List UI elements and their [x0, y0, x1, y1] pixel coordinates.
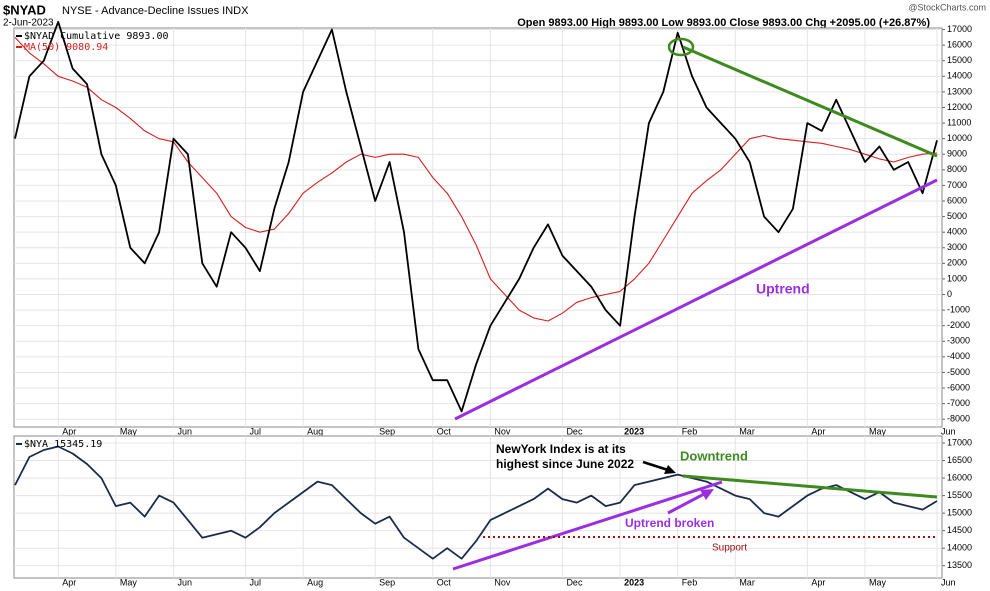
y-tick-label: 10000: [947, 133, 972, 143]
source: @StockCharts.com: [908, 2, 986, 12]
y-tick-label: 12000: [947, 102, 972, 112]
y-tick-label: -8000: [947, 414, 970, 424]
y-tick-label: -7000: [947, 398, 970, 408]
y-tick-label: 15000: [947, 508, 972, 518]
y-tick-label: 6000: [947, 195, 967, 205]
legend-label: $NYA 15345.19: [24, 439, 102, 450]
x-tick-label: Oct: [437, 577, 452, 587]
y-tick-label: 2000: [947, 258, 967, 268]
x-tick-label: Feb: [682, 577, 698, 587]
x-tick-label: May: [869, 426, 887, 436]
x-tick-label: Mar: [739, 577, 755, 587]
y-tick-label: 3000: [947, 242, 967, 252]
plot-area: [13, 435, 943, 579]
downtrend-line-lower: [682, 474, 938, 499]
y-tick-label: 15500: [947, 490, 972, 500]
x-tick-label: Nov: [494, 426, 511, 436]
x-tick-label: Jun: [177, 426, 192, 436]
annotation: NewYork Index is at its: [496, 442, 626, 456]
x-tick-label: May: [120, 577, 138, 587]
series-line: [14, 445, 938, 560]
uptrend-line-lower: [452, 480, 723, 571]
drawings: [452, 37, 938, 571]
x-tick-label: Nov: [494, 577, 511, 587]
y-tick-label: 1000: [947, 273, 967, 283]
y-tick-label: 16000: [947, 472, 972, 482]
arrow-head: [700, 489, 714, 500]
y-tick-label: 17000: [947, 24, 972, 34]
x-tick-label: Apr: [811, 577, 825, 587]
y-tick-label: 16500: [947, 455, 972, 465]
x-tick-label: Jul: [250, 577, 262, 587]
x-tick-label: Feb: [682, 426, 698, 436]
x-tick-label: May: [869, 577, 887, 587]
y-tick-label: 13500: [947, 560, 972, 570]
symbol: $NYAD: [3, 2, 46, 17]
y-tick-label: 14000: [947, 543, 972, 553]
downtrend-line: [682, 45, 938, 158]
x-tick-label: Apr: [62, 426, 76, 436]
x-tick-label: May: [120, 426, 138, 436]
uptrend-line: [454, 178, 938, 421]
legend-label: $NYAD Cumulative 9893.00: [24, 31, 169, 42]
x-tick-label: Oct: [437, 426, 452, 436]
x-tick-label: Jun: [941, 426, 956, 436]
arrow-head: [664, 465, 676, 474]
peak-circle: [667, 37, 695, 57]
x-tick-label: 2023: [624, 426, 644, 436]
y-tick-label: 4000: [947, 227, 967, 237]
quote: Open 9893.00 High 9893.00 Low 9893.00 Cl…: [517, 17, 930, 29]
y-tick-label: -5000: [947, 367, 970, 377]
x-tick-label: Sep: [379, 577, 395, 587]
legend-label: MA(50) 9080.94: [24, 42, 108, 53]
annotation: highest since June 2022: [496, 457, 634, 471]
y-tick-label: 14500: [947, 525, 972, 535]
y-tick-label: 9000: [947, 149, 967, 159]
series-line: [14, 20, 938, 413]
plot-area: [13, 27, 943, 428]
date: 2-Jun-2023: [3, 18, 54, 29]
y-tick-label: -3000: [947, 336, 970, 346]
y-tick-label: 5000: [947, 211, 967, 221]
y-tick-label: 14000: [947, 71, 972, 81]
y-tick-label: 13000: [947, 86, 972, 96]
y-tick-label: 8000: [947, 164, 967, 174]
x-tick-label: Mar: [739, 426, 755, 436]
y-tick-label: 16000: [947, 40, 972, 50]
x-tick-label: Aug: [307, 426, 323, 436]
x-tick-label: 2023: [624, 577, 644, 587]
arrow: [667, 492, 705, 515]
y-tick-label: 0: [947, 289, 952, 299]
x-tick-label: Apr: [62, 577, 76, 587]
x-tick-label: Sep: [379, 426, 395, 436]
symbol-name: NYSE - Advance-Decline Issues INDX: [62, 5, 249, 17]
y-tick-label: -4000: [947, 351, 970, 361]
x-tick-label: Jun: [941, 577, 956, 587]
y-tick-label: -6000: [947, 382, 970, 392]
panels: -8000 -7000 -6000 -5000 -4000 -3000 -2000 -1000…: [13, 20, 972, 587]
x-tick-label: Dec: [566, 426, 583, 436]
annotation: Support: [712, 543, 747, 554]
y-tick-label: 15000: [947, 55, 972, 65]
annotation: Uptrend: [756, 281, 810, 297]
x-tick-label: Apr: [811, 426, 825, 436]
x-tick-label: Jun: [177, 577, 192, 587]
y-tick-label: 7000: [947, 180, 967, 190]
x-tick-label: Aug: [307, 577, 323, 587]
y-tick-label: -1000: [947, 304, 970, 314]
arrow: [642, 460, 669, 472]
y-tick-label: 11000: [947, 117, 971, 127]
y-tick-label: 17000: [947, 437, 972, 447]
x-tick-label: Dec: [566, 577, 583, 587]
annotation: Downtrend: [680, 448, 748, 463]
series-line: [14, 37, 938, 322]
y-tick-label: -2000: [947, 320, 970, 330]
annotation: Uptrend broken: [625, 516, 714, 530]
x-tick-label: Jul: [250, 426, 262, 436]
